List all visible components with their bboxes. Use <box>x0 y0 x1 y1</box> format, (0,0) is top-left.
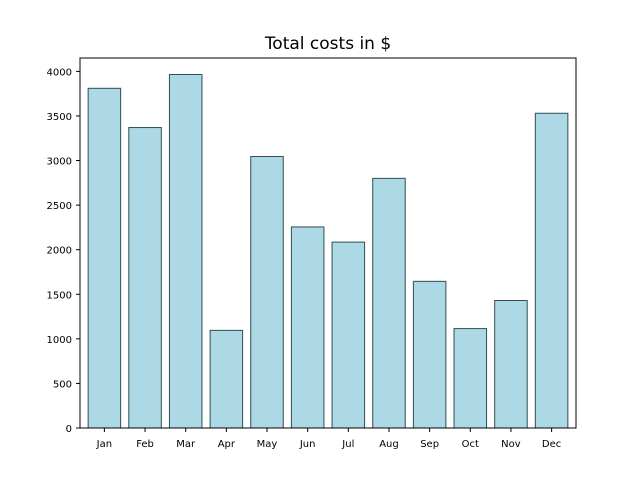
bar-nov <box>494 300 528 429</box>
bar-mar <box>168 73 203 429</box>
y-tick-label: 3500 <box>47 112 72 123</box>
bars-group <box>87 73 569 429</box>
y-tick-label: 1000 <box>47 335 72 346</box>
bar-sep <box>412 280 447 429</box>
y-tick-label: 500 <box>53 379 72 390</box>
x-axis: Jan Feb Mar Apr May Jun Jul Aug Sep Oct Nov Dec <box>96 428 561 450</box>
bar-aug <box>372 177 406 429</box>
chart-title: Total costs in $ <box>264 34 391 54</box>
bar-feb <box>128 127 162 429</box>
x-tick-label: Apr <box>218 439 236 450</box>
y-axis: 0 500 1000 1500 2000 2500 3000 3500 4000 <box>47 67 80 435</box>
x-tick-label: Jun <box>299 439 316 450</box>
x-tick-label: Jan <box>96 439 112 450</box>
bar-dec <box>534 112 569 429</box>
x-tick-label: Mar <box>176 439 196 450</box>
x-tick-label: Dec <box>542 439 561 450</box>
y-tick-label: 3000 <box>47 157 72 168</box>
bar-jul <box>331 241 366 429</box>
x-tick-label: Feb <box>136 439 154 450</box>
bar-jun <box>290 226 325 429</box>
plot-frame <box>79 57 577 429</box>
bar-may <box>250 156 284 429</box>
y-tick-label: 0 <box>66 424 72 435</box>
y-tick-label: 2500 <box>47 201 72 212</box>
y-tick-label: 1500 <box>47 290 72 301</box>
x-tick-label: Sep <box>420 439 439 450</box>
bar-apr <box>209 329 244 429</box>
x-tick-label: Aug <box>379 439 399 450</box>
y-tick-label: 4000 <box>47 67 72 78</box>
y-tick-label: 2000 <box>47 246 72 257</box>
bar-jan <box>87 87 122 429</box>
x-tick-label: Jul <box>341 439 354 450</box>
x-tick-label: Oct <box>462 439 479 450</box>
x-tick-label: Nov <box>501 439 521 450</box>
bar-oct <box>453 328 488 429</box>
x-tick-label: May <box>257 439 278 450</box>
